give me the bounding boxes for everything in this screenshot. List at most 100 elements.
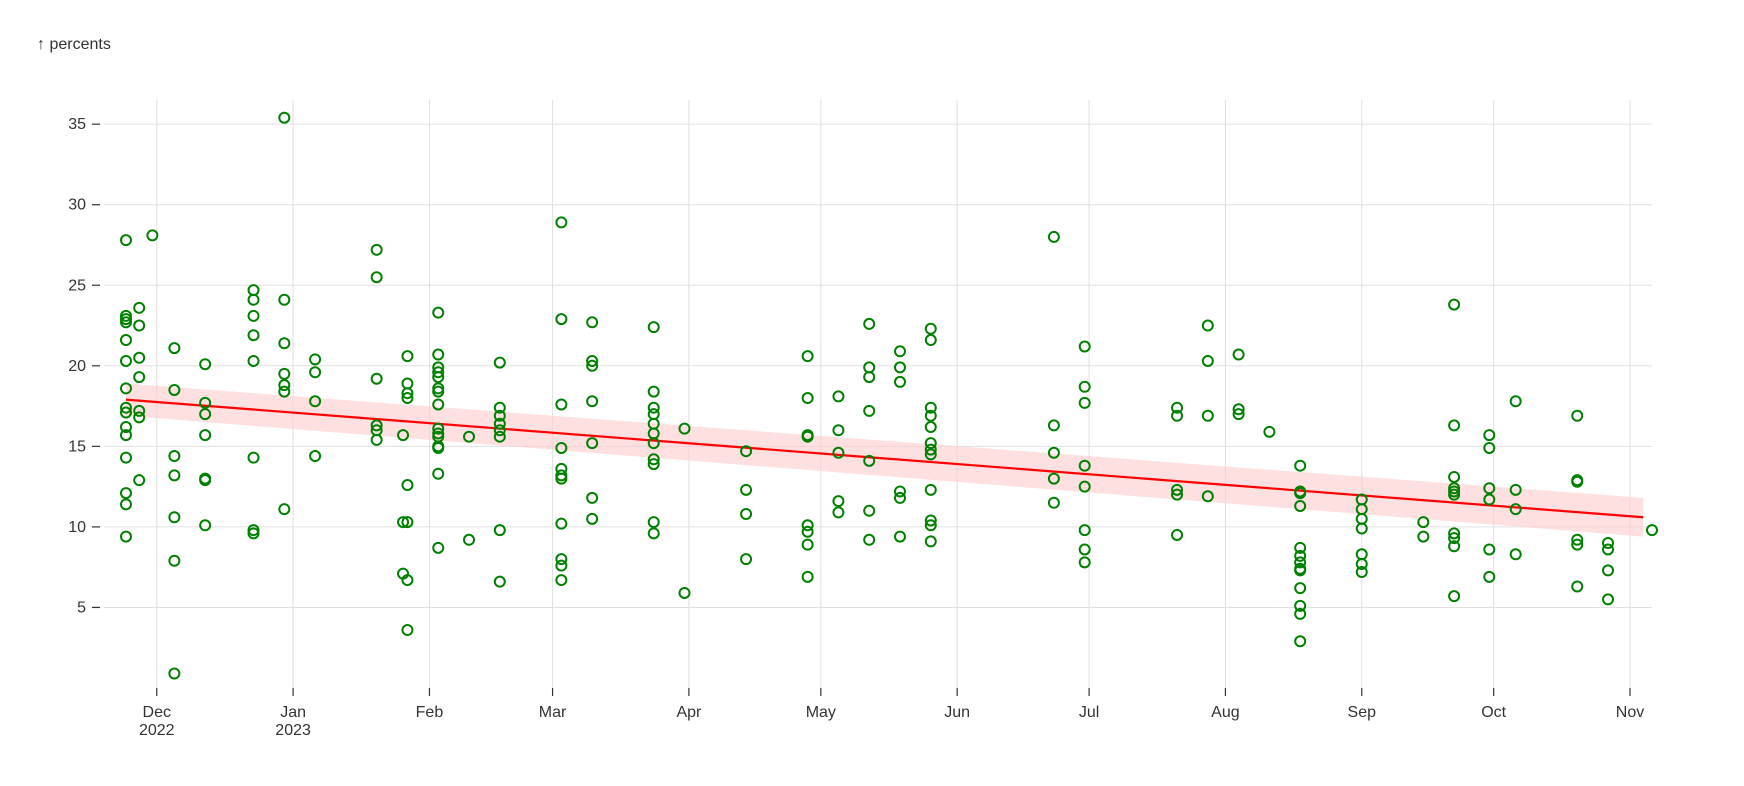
data-point [1201, 319, 1214, 332]
data-point [1483, 441, 1496, 454]
data-point [119, 487, 132, 500]
data-point [247, 284, 260, 297]
data-point [432, 467, 445, 480]
data-point [863, 533, 876, 546]
y-tick-label: 15 [68, 438, 86, 455]
y-tick-label: 5 [77, 599, 86, 616]
data-point [740, 553, 753, 566]
data-point [247, 354, 260, 367]
data-point [1483, 543, 1496, 556]
data-point [397, 516, 410, 529]
y-tick-label: 25 [68, 277, 86, 294]
data-point [586, 359, 599, 372]
data-point [924, 409, 937, 422]
data-point [1047, 230, 1060, 243]
data-point [432, 348, 445, 361]
data-point [493, 524, 506, 537]
data-point [1448, 419, 1461, 432]
data-point [432, 422, 445, 435]
data-point [1355, 522, 1368, 535]
y-tick-label: 30 [68, 197, 86, 214]
data-point [493, 424, 506, 437]
trend-line-layer [125, 398, 1644, 519]
data-point [1602, 564, 1615, 577]
data-point [893, 345, 906, 358]
y-tick-label: 20 [68, 358, 86, 375]
data-point [586, 512, 599, 525]
data-point [278, 503, 291, 516]
data-point [801, 525, 814, 538]
data-point [247, 451, 260, 464]
x-tick-label: Aug [1211, 704, 1239, 721]
grid-lines [104, 100, 1652, 688]
data-point [1294, 499, 1307, 512]
data-point [1509, 483, 1522, 496]
data-point [586, 491, 599, 504]
data-point [832, 495, 845, 508]
data-point [247, 309, 260, 322]
data-point [555, 472, 568, 485]
data-point [401, 624, 414, 637]
data-point [586, 437, 599, 450]
data-point [893, 361, 906, 374]
data-point [1171, 528, 1184, 541]
data-point [168, 383, 181, 396]
data-point [678, 586, 691, 599]
data-point [1078, 480, 1091, 493]
data-point [1201, 354, 1214, 367]
data-point [1646, 524, 1658, 537]
data-point [401, 516, 414, 529]
data-point [863, 361, 876, 374]
data-point [863, 504, 876, 517]
x-tick-sublabel: 2022 [139, 722, 175, 739]
data-point [432, 441, 445, 454]
data-point [1571, 409, 1584, 422]
y-tick-label: 10 [68, 519, 86, 536]
x-tick-label: Jan [280, 704, 306, 721]
data-point [168, 667, 181, 680]
data-point [1448, 532, 1461, 545]
data-point [555, 441, 568, 454]
data-point [247, 527, 260, 540]
data-point [199, 519, 212, 532]
data-point [586, 316, 599, 329]
data-point [432, 541, 445, 554]
data-point [893, 491, 906, 504]
data-point [1078, 543, 1091, 556]
data-point [1483, 429, 1496, 442]
x-tick-label: Dec [143, 704, 171, 721]
data-point [1448, 540, 1461, 553]
data-point [1171, 483, 1184, 496]
data-point [1509, 503, 1522, 516]
data-point [647, 401, 660, 414]
x-tick-label: Jun [944, 704, 970, 721]
data-point [168, 511, 181, 524]
data-point [924, 514, 937, 527]
data-point [463, 430, 476, 443]
data-point [133, 301, 146, 314]
data-point [647, 453, 660, 466]
data-point [1047, 496, 1060, 509]
data-point [832, 390, 845, 403]
data-point [740, 508, 753, 521]
data-point [168, 554, 181, 567]
data-point [863, 454, 876, 467]
x-tick-label: May [806, 704, 836, 721]
data-point [278, 111, 291, 124]
data-point [278, 337, 291, 350]
data-point [1294, 564, 1307, 577]
data-point [278, 379, 291, 392]
data-point [1078, 340, 1091, 353]
data-point [119, 334, 132, 347]
data-point [168, 450, 181, 463]
data-point [1047, 446, 1060, 459]
data-point [146, 229, 159, 242]
data-point [199, 358, 212, 371]
data-point [924, 483, 937, 496]
data-point [1417, 530, 1430, 543]
data-point [586, 354, 599, 367]
data-point [1483, 493, 1496, 506]
data-point [924, 421, 937, 434]
data-point [370, 243, 383, 256]
